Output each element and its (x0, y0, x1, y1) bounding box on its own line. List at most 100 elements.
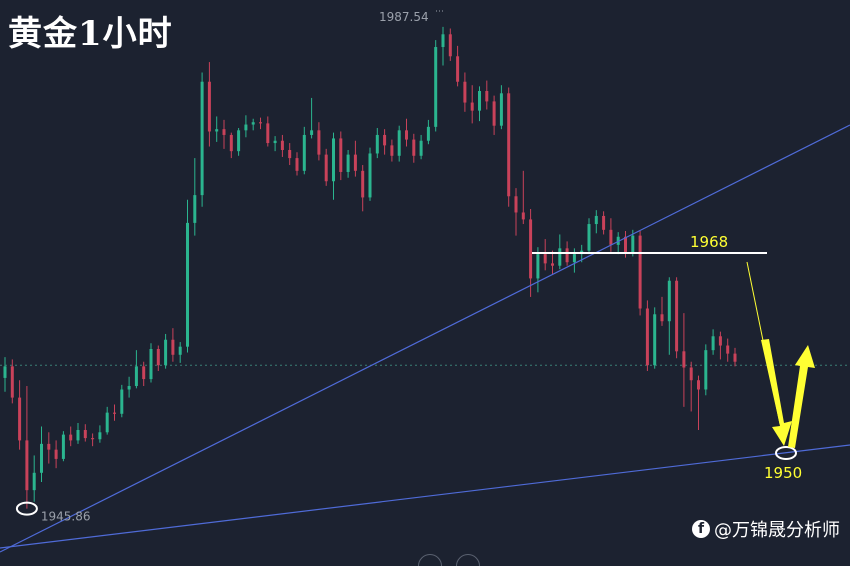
candle-body (77, 430, 80, 440)
candle-body (573, 254, 576, 262)
candle-body (376, 135, 379, 154)
target-label: 1950 (764, 464, 802, 482)
candle-body (690, 368, 693, 381)
candle-body (361, 171, 364, 198)
candle-body (40, 444, 43, 473)
candle-body (296, 158, 299, 171)
candle-body (456, 56, 459, 81)
candle-body (624, 237, 627, 253)
candle-body (434, 47, 437, 127)
candle-body (639, 236, 642, 309)
candle-body (609, 230, 612, 245)
candle-body (164, 340, 167, 365)
candle-body (113, 413, 116, 414)
candle-body (383, 135, 386, 145)
candle-body (259, 122, 262, 123)
candle-body (427, 127, 430, 141)
candle-body (566, 248, 569, 262)
candle-body (500, 93, 503, 125)
candle-body (171, 340, 174, 355)
candle-body (106, 413, 109, 433)
candle-body (515, 196, 518, 212)
candle-body (274, 141, 277, 143)
candle-body (412, 140, 415, 156)
candle-body (215, 129, 218, 131)
candle-body (208, 82, 211, 132)
candle-body (449, 34, 452, 56)
candle-body (478, 91, 481, 111)
candle-body (325, 155, 328, 182)
candle-body (91, 438, 94, 439)
candle-body (332, 138, 335, 181)
candle-body (201, 82, 204, 195)
chart-title: 黄金1小时 (8, 6, 173, 55)
candle-body (726, 346, 729, 354)
candle-body (558, 248, 561, 265)
candle-body (223, 129, 226, 135)
watermark: f @万锦晟分析师 (692, 516, 840, 542)
candle-body (142, 366, 145, 379)
candle-body (266, 123, 269, 143)
candle-body (485, 91, 488, 101)
candle-body (339, 138, 342, 172)
candle-body (128, 386, 131, 389)
candle-body (55, 450, 58, 459)
resistance-label: 1968 (690, 233, 728, 251)
candle-body (646, 309, 649, 366)
candle-body (675, 281, 678, 352)
candle-body (704, 350, 707, 389)
candle-body (602, 216, 605, 230)
candle-body (682, 351, 685, 367)
candle-body (398, 130, 401, 155)
candle-body (493, 101, 496, 125)
candle-body (237, 130, 240, 151)
candle-body (536, 254, 539, 278)
candle-body (281, 141, 284, 150)
candle-body (186, 223, 189, 347)
trendline-steep (0, 125, 850, 552)
candle-body (157, 349, 160, 365)
candle-body (390, 145, 393, 155)
candle-body (150, 349, 153, 379)
candle-body (668, 281, 671, 321)
candle-body (354, 155, 357, 171)
candle-body (369, 153, 372, 197)
candle-body (11, 366, 14, 397)
candle-body (47, 444, 50, 450)
candle-body (317, 130, 320, 154)
candle-body (712, 336, 715, 350)
candle-body (442, 34, 445, 47)
candle-body (288, 150, 291, 158)
candle-body (98, 432, 101, 439)
candle-body (84, 430, 87, 438)
watermark-text: @万锦晟分析师 (714, 516, 840, 542)
candle-body (244, 125, 247, 131)
forecast-down-arrow (761, 339, 792, 446)
candle-body (230, 135, 233, 151)
candle-body (69, 435, 72, 441)
candle-body (588, 224, 591, 251)
candle-body (303, 135, 306, 171)
candle-body (631, 236, 634, 253)
candle-body (347, 155, 350, 172)
candle-body (734, 354, 737, 362)
candle-body (522, 212, 525, 219)
candle-body (25, 440, 28, 490)
candle-body (719, 336, 722, 345)
candle-body (62, 435, 65, 459)
candle-body (471, 103, 474, 111)
high-label: 1987.54 (379, 10, 429, 24)
candle-body (252, 122, 255, 124)
candle-body (463, 82, 466, 103)
candle-body (595, 216, 598, 224)
candle-body (120, 389, 123, 413)
candle-body (551, 263, 554, 265)
candle-body (193, 195, 196, 223)
candle-body (18, 398, 21, 441)
candle-body (135, 366, 138, 386)
candle-body (507, 93, 510, 196)
candle-body (33, 473, 36, 490)
candle-body (420, 141, 423, 156)
candle-body (405, 130, 408, 139)
